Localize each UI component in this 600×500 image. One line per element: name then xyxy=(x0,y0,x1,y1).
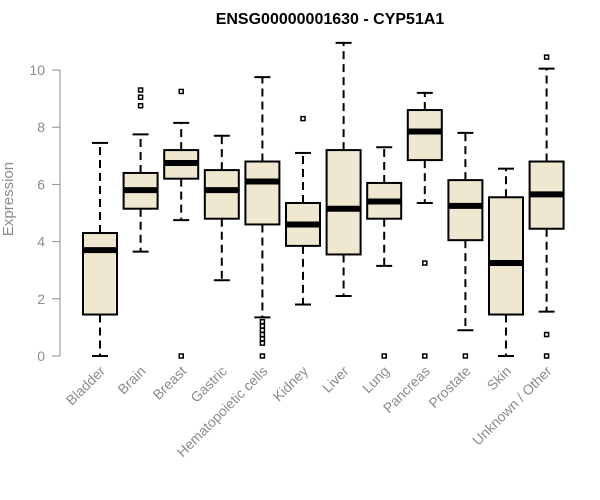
y-tick-label: 8 xyxy=(37,119,45,135)
box-group xyxy=(285,115,321,306)
iqr-box xyxy=(488,196,524,316)
outlier-point xyxy=(259,353,266,359)
y-tick-label: 10 xyxy=(29,62,45,78)
box-group xyxy=(528,54,565,359)
outlier-point xyxy=(462,353,469,359)
outlier-point xyxy=(259,323,266,329)
box-group xyxy=(325,41,362,297)
iqr-box xyxy=(244,160,281,226)
outlier-point xyxy=(300,115,306,122)
box-group xyxy=(488,167,524,357)
iqr-box xyxy=(325,149,362,256)
outlier-point xyxy=(259,327,266,334)
outlier-point xyxy=(259,340,266,346)
outlier-point xyxy=(259,318,266,325)
iqr-box xyxy=(82,232,118,316)
y-tick-label: 0 xyxy=(37,348,45,364)
y-tick-label: 2 xyxy=(37,291,45,307)
y-tick-label: 4 xyxy=(37,234,45,250)
outlier-point xyxy=(381,353,387,359)
outlier-point xyxy=(178,88,184,95)
axes: 0 2 4 6 8 10 xyxy=(29,62,61,364)
outlier-point xyxy=(543,331,550,338)
x-tick-label: Kidney xyxy=(270,363,312,405)
x-tick-label: Bladder xyxy=(63,363,109,409)
iqr-box xyxy=(406,109,443,162)
chart-title: ENSG00000001630 - CYP51A1 xyxy=(216,11,445,28)
outlier-point xyxy=(422,260,428,266)
box-group xyxy=(447,131,484,359)
outlier-point xyxy=(178,353,184,359)
box-group xyxy=(406,91,443,359)
box-group xyxy=(366,146,403,359)
x-tick-label: Breast xyxy=(149,363,189,403)
outlier-point xyxy=(137,103,144,109)
outlier-point xyxy=(422,353,428,359)
x-tick-label: Brain xyxy=(114,363,148,397)
outlier-point xyxy=(137,94,144,100)
x-tick-label: Prostate xyxy=(425,363,473,411)
box-group xyxy=(82,141,118,357)
box-group xyxy=(244,76,281,359)
y-tick-label: 6 xyxy=(37,176,45,192)
box-group xyxy=(163,88,200,359)
y-axis-label: Expression xyxy=(0,162,17,236)
iqr-box xyxy=(447,179,484,242)
box-group xyxy=(122,87,159,253)
x-tick-label: Skin xyxy=(484,363,515,394)
outlier-point xyxy=(543,54,550,60)
iqr-box xyxy=(203,169,240,220)
outlier-point xyxy=(543,353,550,359)
box-group xyxy=(203,134,240,282)
boxes xyxy=(82,41,565,359)
outlier-point xyxy=(137,87,144,93)
x-tick-label: Lung xyxy=(359,363,392,396)
outlier-point xyxy=(259,336,266,342)
outlier-point xyxy=(259,331,266,338)
x-tick-label: Liver xyxy=(319,363,352,396)
